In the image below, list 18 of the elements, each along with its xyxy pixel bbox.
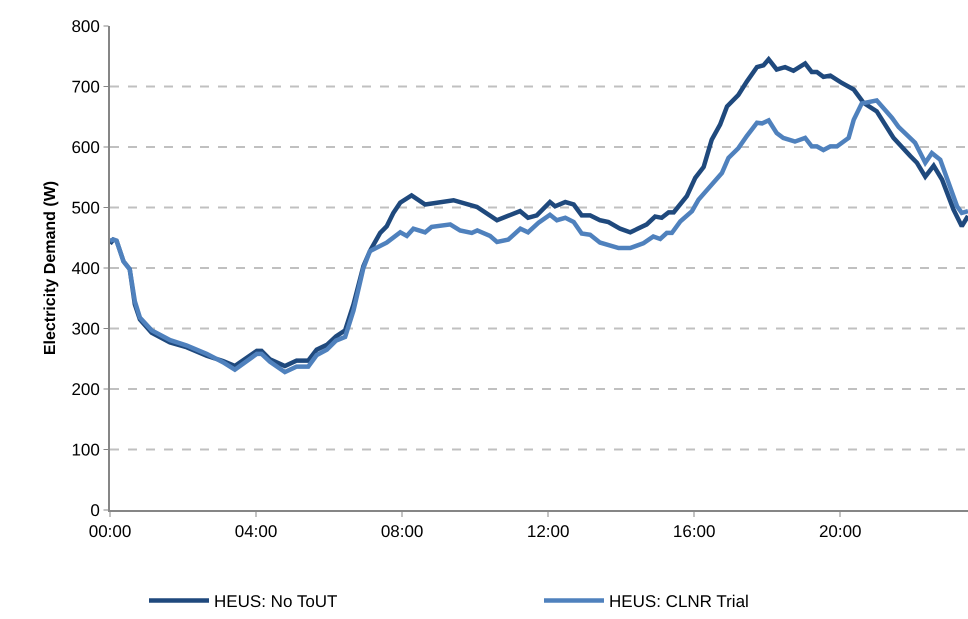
y-tick-label: 700 [71, 77, 100, 96]
x-tick-label: 08:00 [380, 522, 424, 542]
y-tick-label: 0 [90, 500, 100, 520]
y-tick-label: 800 [71, 16, 100, 36]
y-tick-label: 500 [71, 198, 100, 218]
legend-label: HEUS: CLNR Trial [609, 592, 749, 612]
x-tick-label: 00:00 [88, 522, 132, 542]
y-axis-title: Electricity Demand (W) [42, 180, 59, 356]
y-tick-label: 400 [71, 258, 100, 278]
x-tick-label: 12:00 [526, 522, 570, 542]
legend-label: HEUS: No ToUT [214, 592, 338, 612]
y-tick-label: 300 [71, 319, 100, 338]
x-tick-label: 20:00 [818, 522, 862, 542]
y-tick-label: 200 [71, 380, 100, 399]
y-tick-label: 600 [71, 138, 100, 157]
x-tick-label: 04:00 [234, 522, 278, 542]
y-tick-label: 100 [71, 440, 100, 460]
x-tick-label: 16:00 [672, 522, 716, 542]
